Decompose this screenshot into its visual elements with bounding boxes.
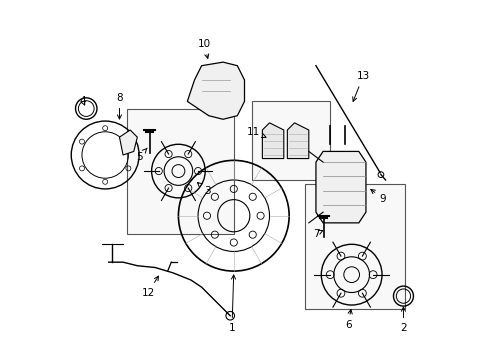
Polygon shape	[119, 130, 137, 155]
Text: 4: 4	[80, 96, 86, 107]
Text: 6: 6	[344, 310, 351, 330]
Bar	[251, 102, 329, 180]
Polygon shape	[315, 152, 365, 223]
Bar	[126, 109, 233, 234]
Text: 13: 13	[352, 71, 369, 102]
Text: 10: 10	[197, 39, 210, 58]
Text: 2: 2	[399, 307, 406, 333]
Polygon shape	[287, 123, 308, 158]
Text: 9: 9	[370, 189, 386, 203]
Bar	[305, 184, 405, 309]
Text: 5: 5	[136, 148, 147, 162]
Text: 3: 3	[197, 183, 210, 196]
Polygon shape	[262, 123, 283, 158]
Text: 12: 12	[141, 276, 158, 297]
Text: 1: 1	[228, 275, 235, 333]
Text: 11: 11	[246, 127, 265, 138]
Text: 7: 7	[312, 229, 322, 239]
Text: 8: 8	[116, 93, 122, 119]
Polygon shape	[187, 62, 244, 119]
